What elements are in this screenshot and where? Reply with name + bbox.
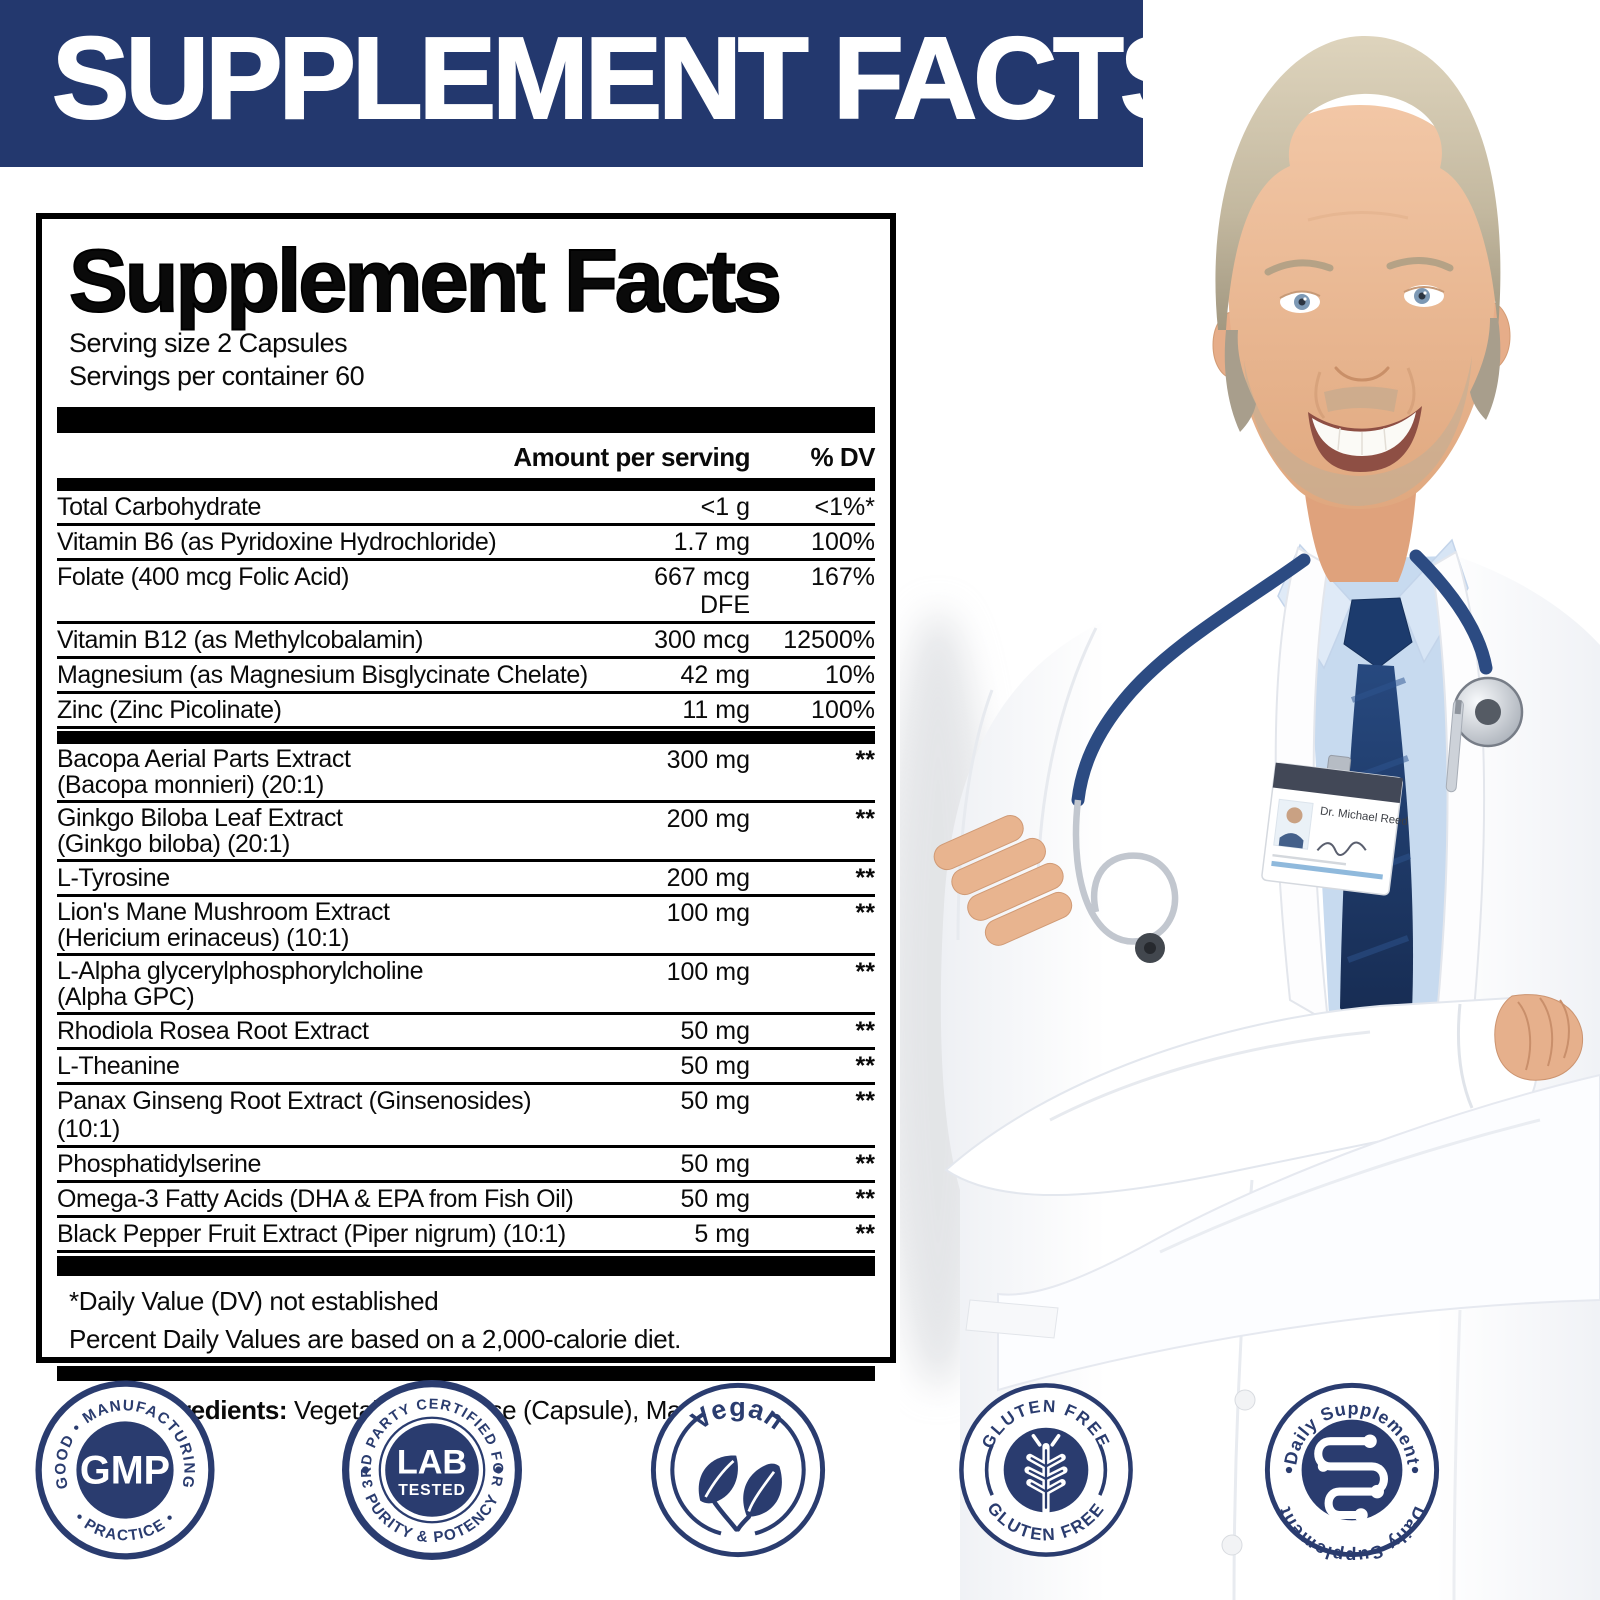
daily-supplement-badge: Daily Supplement Daily Supplement <box>1262 1380 1442 1560</box>
coat-button <box>1234 1389 1256 1411</box>
ingredient-row: Vitamin B12 (as Methylcobalamin) 300 mcg… <box>57 624 875 659</box>
tie-knot <box>1343 597 1413 669</box>
table-header: Amount per serving % DV <box>57 433 875 478</box>
eyebrows <box>1264 257 1454 276</box>
servings-per-container: Servings per container 60 <box>69 361 365 391</box>
divider-bar <box>57 1366 875 1381</box>
ingredient-row: Phosphatidylserine 50 mg ** <box>57 1148 875 1183</box>
pen <box>1445 699 1464 793</box>
hand-left <box>933 815 1073 946</box>
dot <box>1285 1466 1293 1474</box>
banner-title: SUPPLEMENT FACTS <box>51 13 1198 143</box>
mustache <box>1324 386 1398 412</box>
id-signature <box>1316 841 1367 856</box>
gmp-badge: GOOD • MANUFACTURING • PRACTICE • GMP <box>35 1380 215 1560</box>
smile-mouth <box>1308 406 1422 472</box>
lab-label: LAB <box>397 1444 467 1482</box>
gmp-center-disc <box>76 1421 174 1519</box>
ingredient-row: Vitamin B6 (as Pyridoxine Hydrochloride)… <box>57 526 875 561</box>
lab-tested-label: TESTED <box>398 1482 466 1499</box>
face <box>1227 105 1496 510</box>
vegan-badge: Vegan <box>648 1380 828 1560</box>
stethoscope <box>1071 549 1524 963</box>
divider-bar <box>57 478 875 491</box>
gluten-free-badge: GLUTEN FREE GLUTEN FREE <box>956 1380 1136 1560</box>
leaves-icon <box>698 1455 782 1532</box>
coat-pocket <box>965 1299 1059 1339</box>
dot <box>1411 1466 1419 1474</box>
ingredient-row: Ginkgo Biloba Leaf Extract (Ginkgo biloba… <box>57 803 875 862</box>
ingredient-row: Rhodiola Rosea Root Extract 50 mg ** <box>57 1015 875 1050</box>
smile-lines <box>1307 210 1416 419</box>
supplement-facts-panel: Supplement Facts Serving size 2 Capsules… <box>36 213 896 1456</box>
lab-tested-badge: 3RD PARTY CERTIFIED FOR PURITY & POTENCY… <box>342 1380 522 1560</box>
gmp-label: GMP <box>80 1449 170 1493</box>
crossed-arms <box>933 815 1600 1392</box>
ingredient-row: Panax Ginseng Root Extract (Ginsenosides… <box>57 1085 875 1148</box>
footnote-dv: *Daily Value (DV) not established <box>69 1286 439 1316</box>
panel-title: Supplement Facts <box>68 231 783 330</box>
ingredient-row: L-Tyrosine 200 mg ** <box>57 862 875 897</box>
section-divider-bar <box>57 731 875 744</box>
ingredient-row: Total Carbohydrate <1 g <1%* <box>57 491 875 526</box>
id-photo <box>1286 807 1303 824</box>
nose <box>1334 366 1390 382</box>
divider-bar <box>57 407 875 433</box>
serving-size: Serving size 2 Capsules <box>69 328 348 358</box>
doctor-photo: Dr. Michael Reed <box>900 35 1600 1600</box>
ingredient-row: L-Theanine 50 mg ** <box>57 1050 875 1085</box>
divider-bar <box>57 1256 875 1276</box>
hair <box>1215 35 1501 331</box>
supplement-route-icon <box>1314 1434 1388 1522</box>
ingredient-row: Zinc (Zinc Picolinate) 11 mg 100% <box>57 694 875 729</box>
column-dv: % DV <box>810 442 876 472</box>
wheat-icon <box>1024 1434 1068 1521</box>
hand-right <box>1494 994 1584 1081</box>
drop-icon <box>361 1466 369 1474</box>
coat-button <box>1221 1534 1243 1556</box>
drop-icon <box>495 1466 503 1474</box>
ingredient-row: Lion's Mane Mushroom Extract (Hericium er… <box>57 897 875 956</box>
header-banner: SUPPLEMENT FACTS <box>0 0 1198 167</box>
ingredient-row: Magnesium (as Magnesium Bisglycinate Che… <box>57 659 875 694</box>
ingredient-row: L-Alpha glycerylphosphorylcholine (Alpha … <box>57 956 875 1015</box>
ingredient-row: Folate (400 mcg Folic Acid) 667 mcg DFE … <box>57 561 875 624</box>
stubble-beard <box>1244 356 1472 506</box>
footnote-calorie: Percent Daily Values are based on a 2,00… <box>69 1324 682 1354</box>
ingredient-row: Bacopa Aerial Parts Extract (Bacopa monni… <box>57 744 875 803</box>
lab-center-disc <box>385 1423 479 1517</box>
column-amount: Amount per serving <box>513 442 750 472</box>
ingredient-row: Black Pepper Fruit Extract (Piper nigrum… <box>57 1218 875 1253</box>
ingredient-row: Omega-3 Fatty Acids (DHA & EPA from Fish… <box>57 1183 875 1218</box>
eyes <box>1279 285 1445 313</box>
id-badge: Dr. Michael Reed <box>1261 754 1408 896</box>
